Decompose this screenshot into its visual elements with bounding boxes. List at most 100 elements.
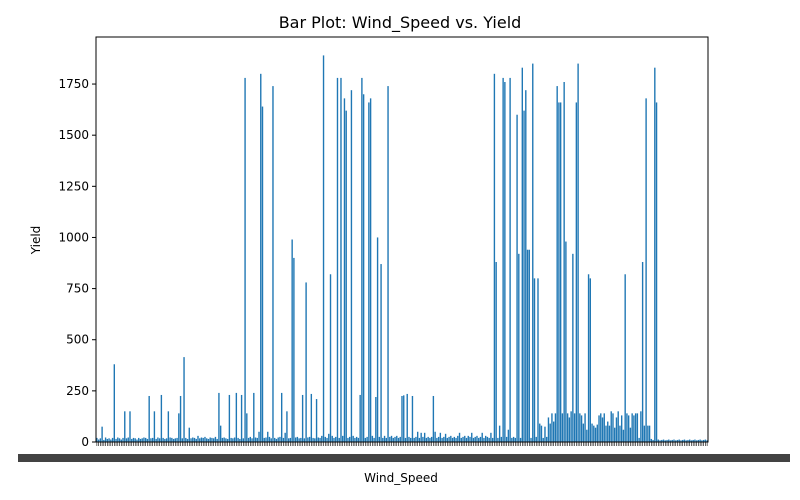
bar	[580, 415, 583, 442]
bar	[584, 413, 586, 442]
bar	[526, 249, 529, 442]
bar	[607, 421, 609, 442]
bar	[444, 433, 447, 442]
bar	[193, 437, 196, 442]
bar	[546, 436, 548, 442]
bar	[188, 427, 190, 442]
bar	[307, 437, 309, 442]
bar	[694, 439, 696, 442]
bar	[596, 424, 598, 442]
bar	[279, 436, 281, 442]
bar	[598, 415, 600, 442]
bar	[565, 241, 567, 442]
bar	[132, 437, 135, 442]
bar	[167, 411, 170, 442]
bar	[228, 394, 231, 442]
bar	[143, 437, 145, 442]
bar	[437, 436, 440, 442]
bar	[682, 439, 684, 442]
y-tick-label: 1000	[58, 230, 89, 244]
bar	[460, 437, 462, 442]
bar	[486, 436, 489, 442]
bar	[329, 274, 332, 442]
bar	[469, 436, 471, 442]
bar	[380, 264, 382, 442]
bar	[361, 77, 363, 442]
bar	[305, 282, 307, 442]
bar	[521, 67, 523, 443]
bar	[303, 438, 306, 442]
bar	[404, 437, 407, 442]
bar	[396, 435, 398, 442]
bar	[680, 440, 682, 442]
bar	[207, 438, 210, 442]
bar	[291, 239, 293, 442]
bar	[364, 437, 367, 442]
y-tick-label: 1500	[58, 128, 89, 142]
bar	[230, 437, 232, 442]
bar	[195, 438, 197, 442]
bar	[624, 274, 626, 442]
bar	[603, 413, 605, 442]
bar	[586, 429, 588, 442]
bar	[118, 438, 121, 442]
bar	[704, 439, 707, 442]
bar	[429, 437, 431, 442]
bar	[688, 439, 691, 442]
bar	[150, 438, 152, 442]
bar	[357, 437, 360, 442]
bar	[608, 425, 611, 442]
bar	[181, 438, 183, 442]
bar	[235, 392, 238, 442]
bar	[685, 440, 687, 442]
bar	[591, 423, 593, 442]
bar	[125, 438, 128, 442]
bar	[662, 439, 665, 442]
bar	[390, 435, 393, 442]
bar	[103, 439, 105, 442]
bars-group	[96, 55, 708, 443]
bar	[552, 421, 555, 442]
bar	[675, 440, 677, 442]
bar	[504, 82, 506, 442]
bar	[265, 437, 267, 442]
bar	[476, 435, 478, 442]
bar	[563, 82, 565, 442]
bar	[464, 435, 466, 442]
bar	[671, 439, 673, 442]
bar	[338, 437, 340, 442]
bar	[171, 437, 173, 442]
bar	[157, 437, 159, 442]
bar	[127, 437, 129, 442]
bar	[172, 438, 175, 442]
bar	[568, 417, 571, 442]
bar	[382, 437, 384, 442]
bar	[237, 437, 239, 442]
bar	[549, 423, 551, 442]
bar	[214, 436, 217, 442]
bar	[483, 437, 485, 442]
bar	[450, 435, 452, 442]
bar	[274, 437, 276, 442]
bar	[539, 423, 541, 442]
bar	[687, 439, 689, 442]
bar	[141, 438, 143, 442]
bar	[577, 63, 579, 443]
bar	[467, 435, 469, 442]
bar	[286, 411, 288, 442]
bar	[540, 425, 543, 442]
bar	[664, 440, 666, 442]
bar	[289, 437, 292, 442]
bar	[348, 436, 351, 442]
bar	[343, 98, 346, 443]
x-axis	[18, 442, 790, 462]
bar	[493, 73, 496, 442]
bar	[507, 429, 510, 442]
bar	[502, 77, 504, 442]
bar	[631, 413, 633, 442]
bar	[258, 431, 260, 442]
bar	[375, 397, 377, 442]
bar	[530, 437, 532, 442]
bar	[532, 63, 534, 443]
bar	[176, 437, 178, 442]
